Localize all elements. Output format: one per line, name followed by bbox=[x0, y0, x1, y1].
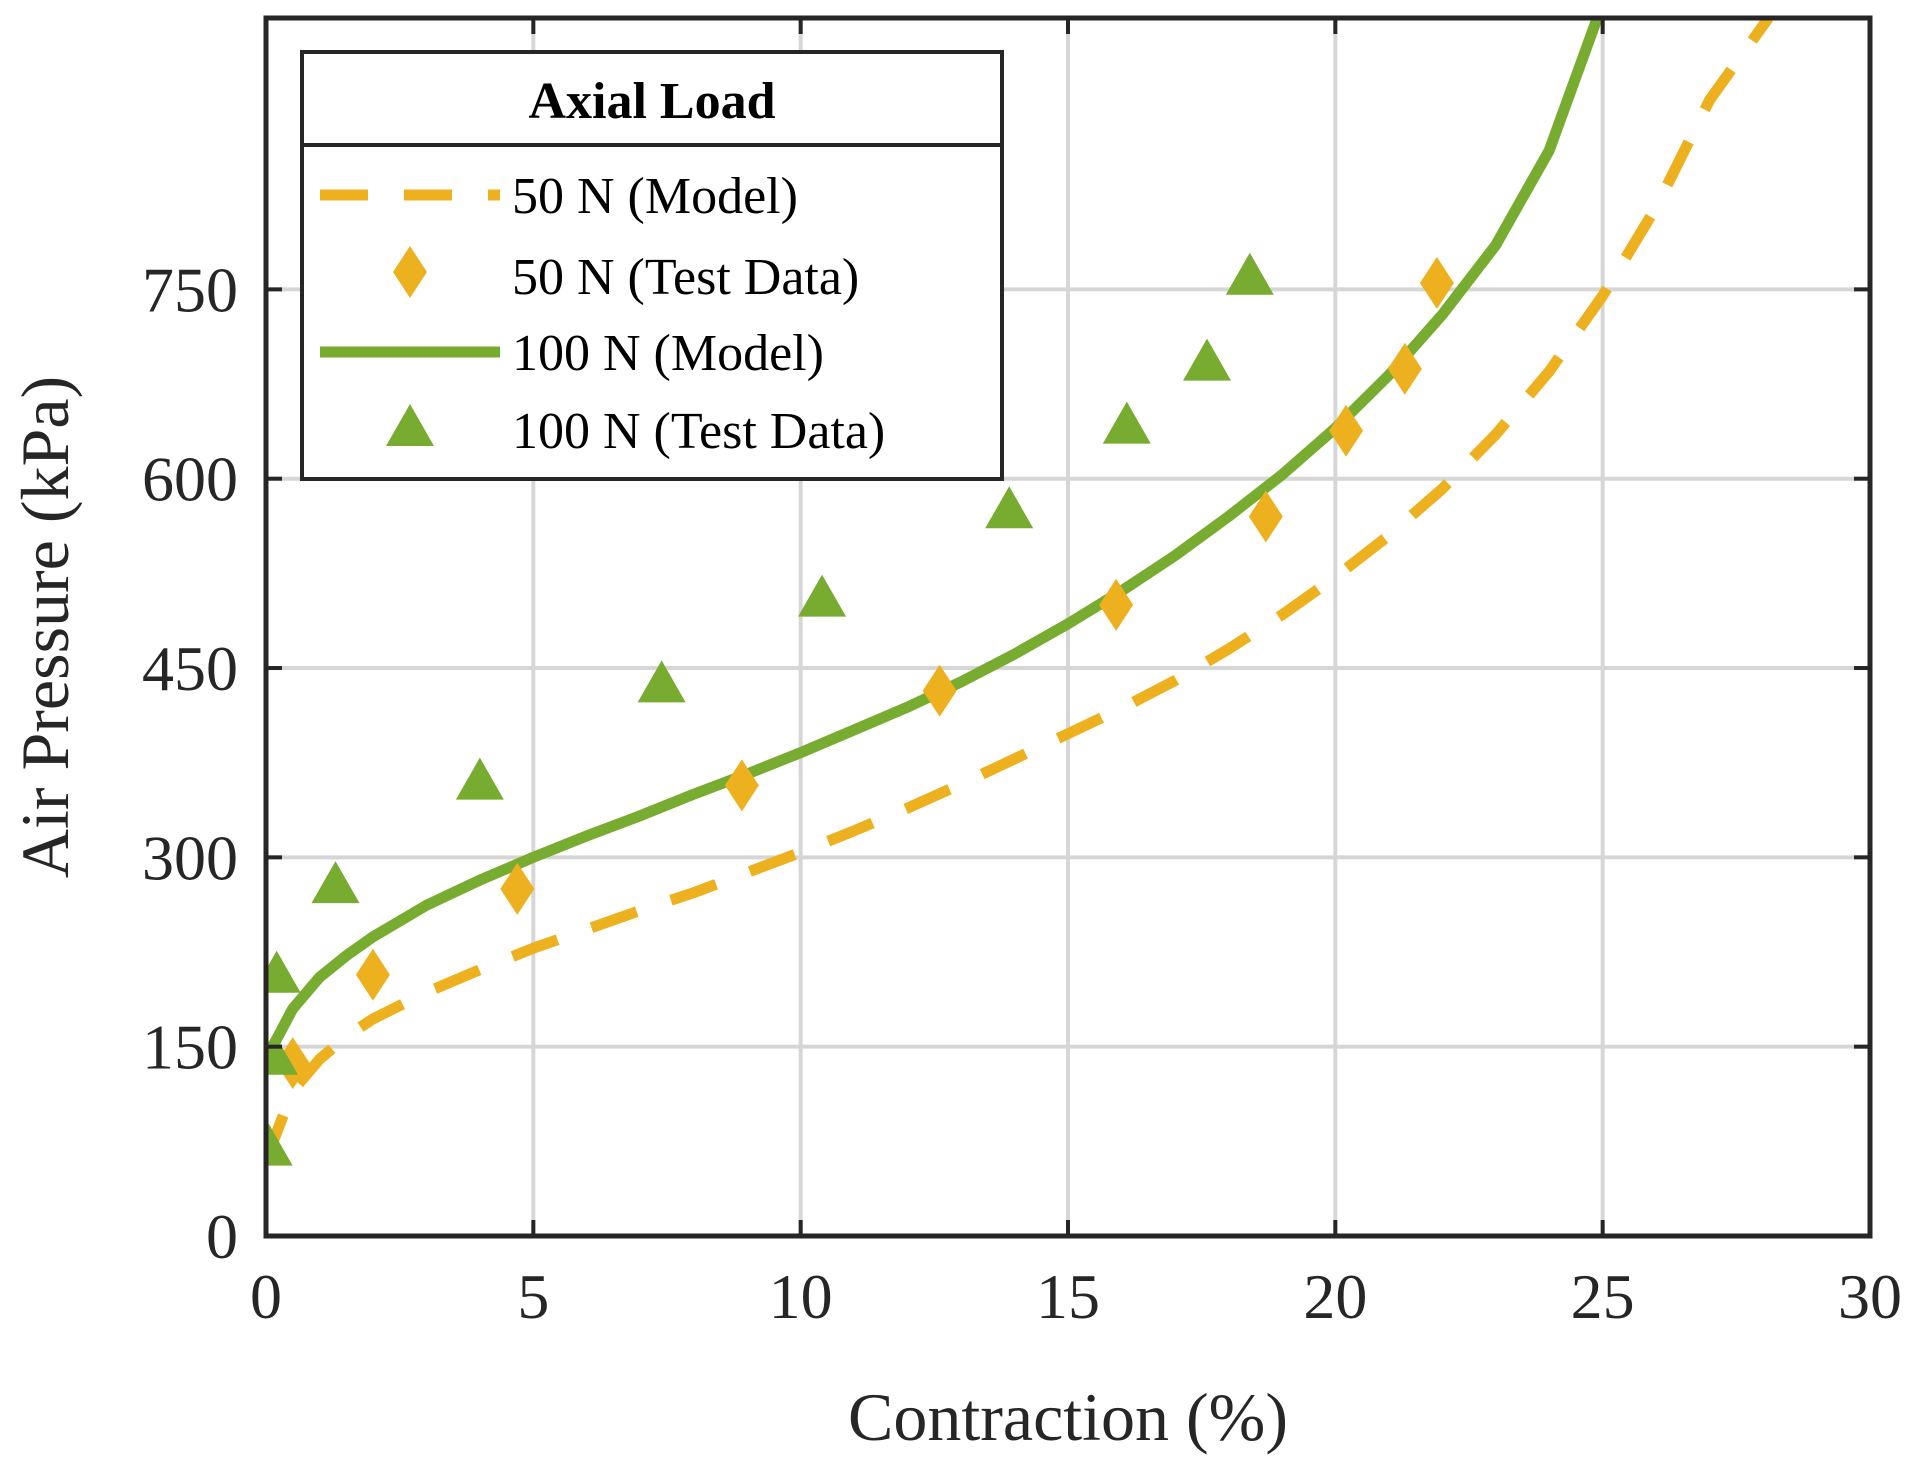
legend-label: 100 N (Test Data) bbox=[512, 403, 885, 460]
axis-ticks bbox=[264, 18, 1872, 1238]
legend-title: Axial Load bbox=[528, 73, 775, 130]
plot-area bbox=[266, 18, 1773, 1166]
data-point-100-n-test-data bbox=[266, 1032, 299, 1075]
y-tick-label: 150 bbox=[142, 1012, 238, 1083]
data-point-100-n-test-data bbox=[985, 486, 1034, 529]
y-tick-label: 0 bbox=[206, 1201, 238, 1272]
data-point-50-n-test-data bbox=[275, 1037, 310, 1090]
series-line-100-n-model bbox=[266, 18, 1603, 1062]
data-point-100-n-test-data bbox=[455, 757, 504, 800]
legend-label: 100 N (Model) bbox=[512, 325, 824, 382]
data-point-100-n-test-data bbox=[637, 660, 686, 703]
data-point-100-n-test-data bbox=[1102, 401, 1151, 444]
data-point-100-n-test-data bbox=[1225, 252, 1274, 295]
y-tick-label: 750 bbox=[142, 254, 238, 325]
legend: Axial Load 50 N (Model) 50 N (Test Data) 1… bbox=[300, 50, 1004, 481]
y-tick-label: 600 bbox=[142, 444, 238, 515]
data-point-50-n-test-data bbox=[1419, 257, 1454, 310]
data-point-50-n-test-data bbox=[1099, 578, 1134, 631]
series-layer bbox=[266, 18, 1773, 1166]
data-point-100-n-test-data bbox=[798, 574, 847, 617]
data-point-100-n-test-data bbox=[1183, 338, 1232, 381]
data-point-100-n-test-data bbox=[311, 861, 360, 904]
x-tick-label: 0 bbox=[250, 1261, 282, 1332]
data-point-50-n-test-data bbox=[1248, 490, 1283, 543]
legend-item: 50 N (Model) bbox=[320, 168, 798, 225]
x-tick-label: 15 bbox=[1036, 1261, 1100, 1332]
data-point-50-n-test-data bbox=[355, 948, 390, 1001]
legend-swatch-diamond bbox=[393, 246, 427, 298]
legend-label: 50 N (Test Data) bbox=[512, 249, 859, 306]
legend-item: 100 N (Test Data) bbox=[386, 403, 885, 460]
data-point-100-n-test-data bbox=[266, 1123, 293, 1166]
x-tick-label: 20 bbox=[1303, 1261, 1367, 1332]
x-tick-label: 30 bbox=[1838, 1261, 1902, 1332]
x-tick-label: 5 bbox=[517, 1261, 549, 1332]
series-line-50-n-model bbox=[266, 18, 1773, 1163]
data-point-50-n-test-data bbox=[922, 664, 957, 717]
y-tick-label: 450 bbox=[142, 633, 238, 704]
legend-swatch-triangle bbox=[386, 404, 434, 446]
data-point-50-n-test-data bbox=[724, 759, 759, 812]
x-tick-label: 10 bbox=[769, 1261, 833, 1332]
legend-items: 50 N (Model) 50 N (Test Data) 100 N (Model… bbox=[320, 168, 885, 460]
y-axis-label: Air Pressure (kPa) bbox=[7, 376, 83, 878]
data-point-100-n-test-data bbox=[266, 950, 301, 993]
x-axis-label: Contraction (%) bbox=[848, 1379, 1288, 1455]
data-point-50-n-test-data bbox=[500, 862, 535, 915]
x-tick-label: 25 bbox=[1571, 1261, 1635, 1332]
data-point-50-n-test-data bbox=[1329, 404, 1364, 457]
legend-item: 100 N (Model) bbox=[320, 325, 824, 382]
legend-item: 50 N (Test Data) bbox=[393, 246, 859, 306]
legend-label: 50 N (Model) bbox=[512, 168, 798, 225]
y-tick-label: 300 bbox=[142, 822, 238, 893]
data-point-50-n-test-data bbox=[1387, 342, 1422, 395]
